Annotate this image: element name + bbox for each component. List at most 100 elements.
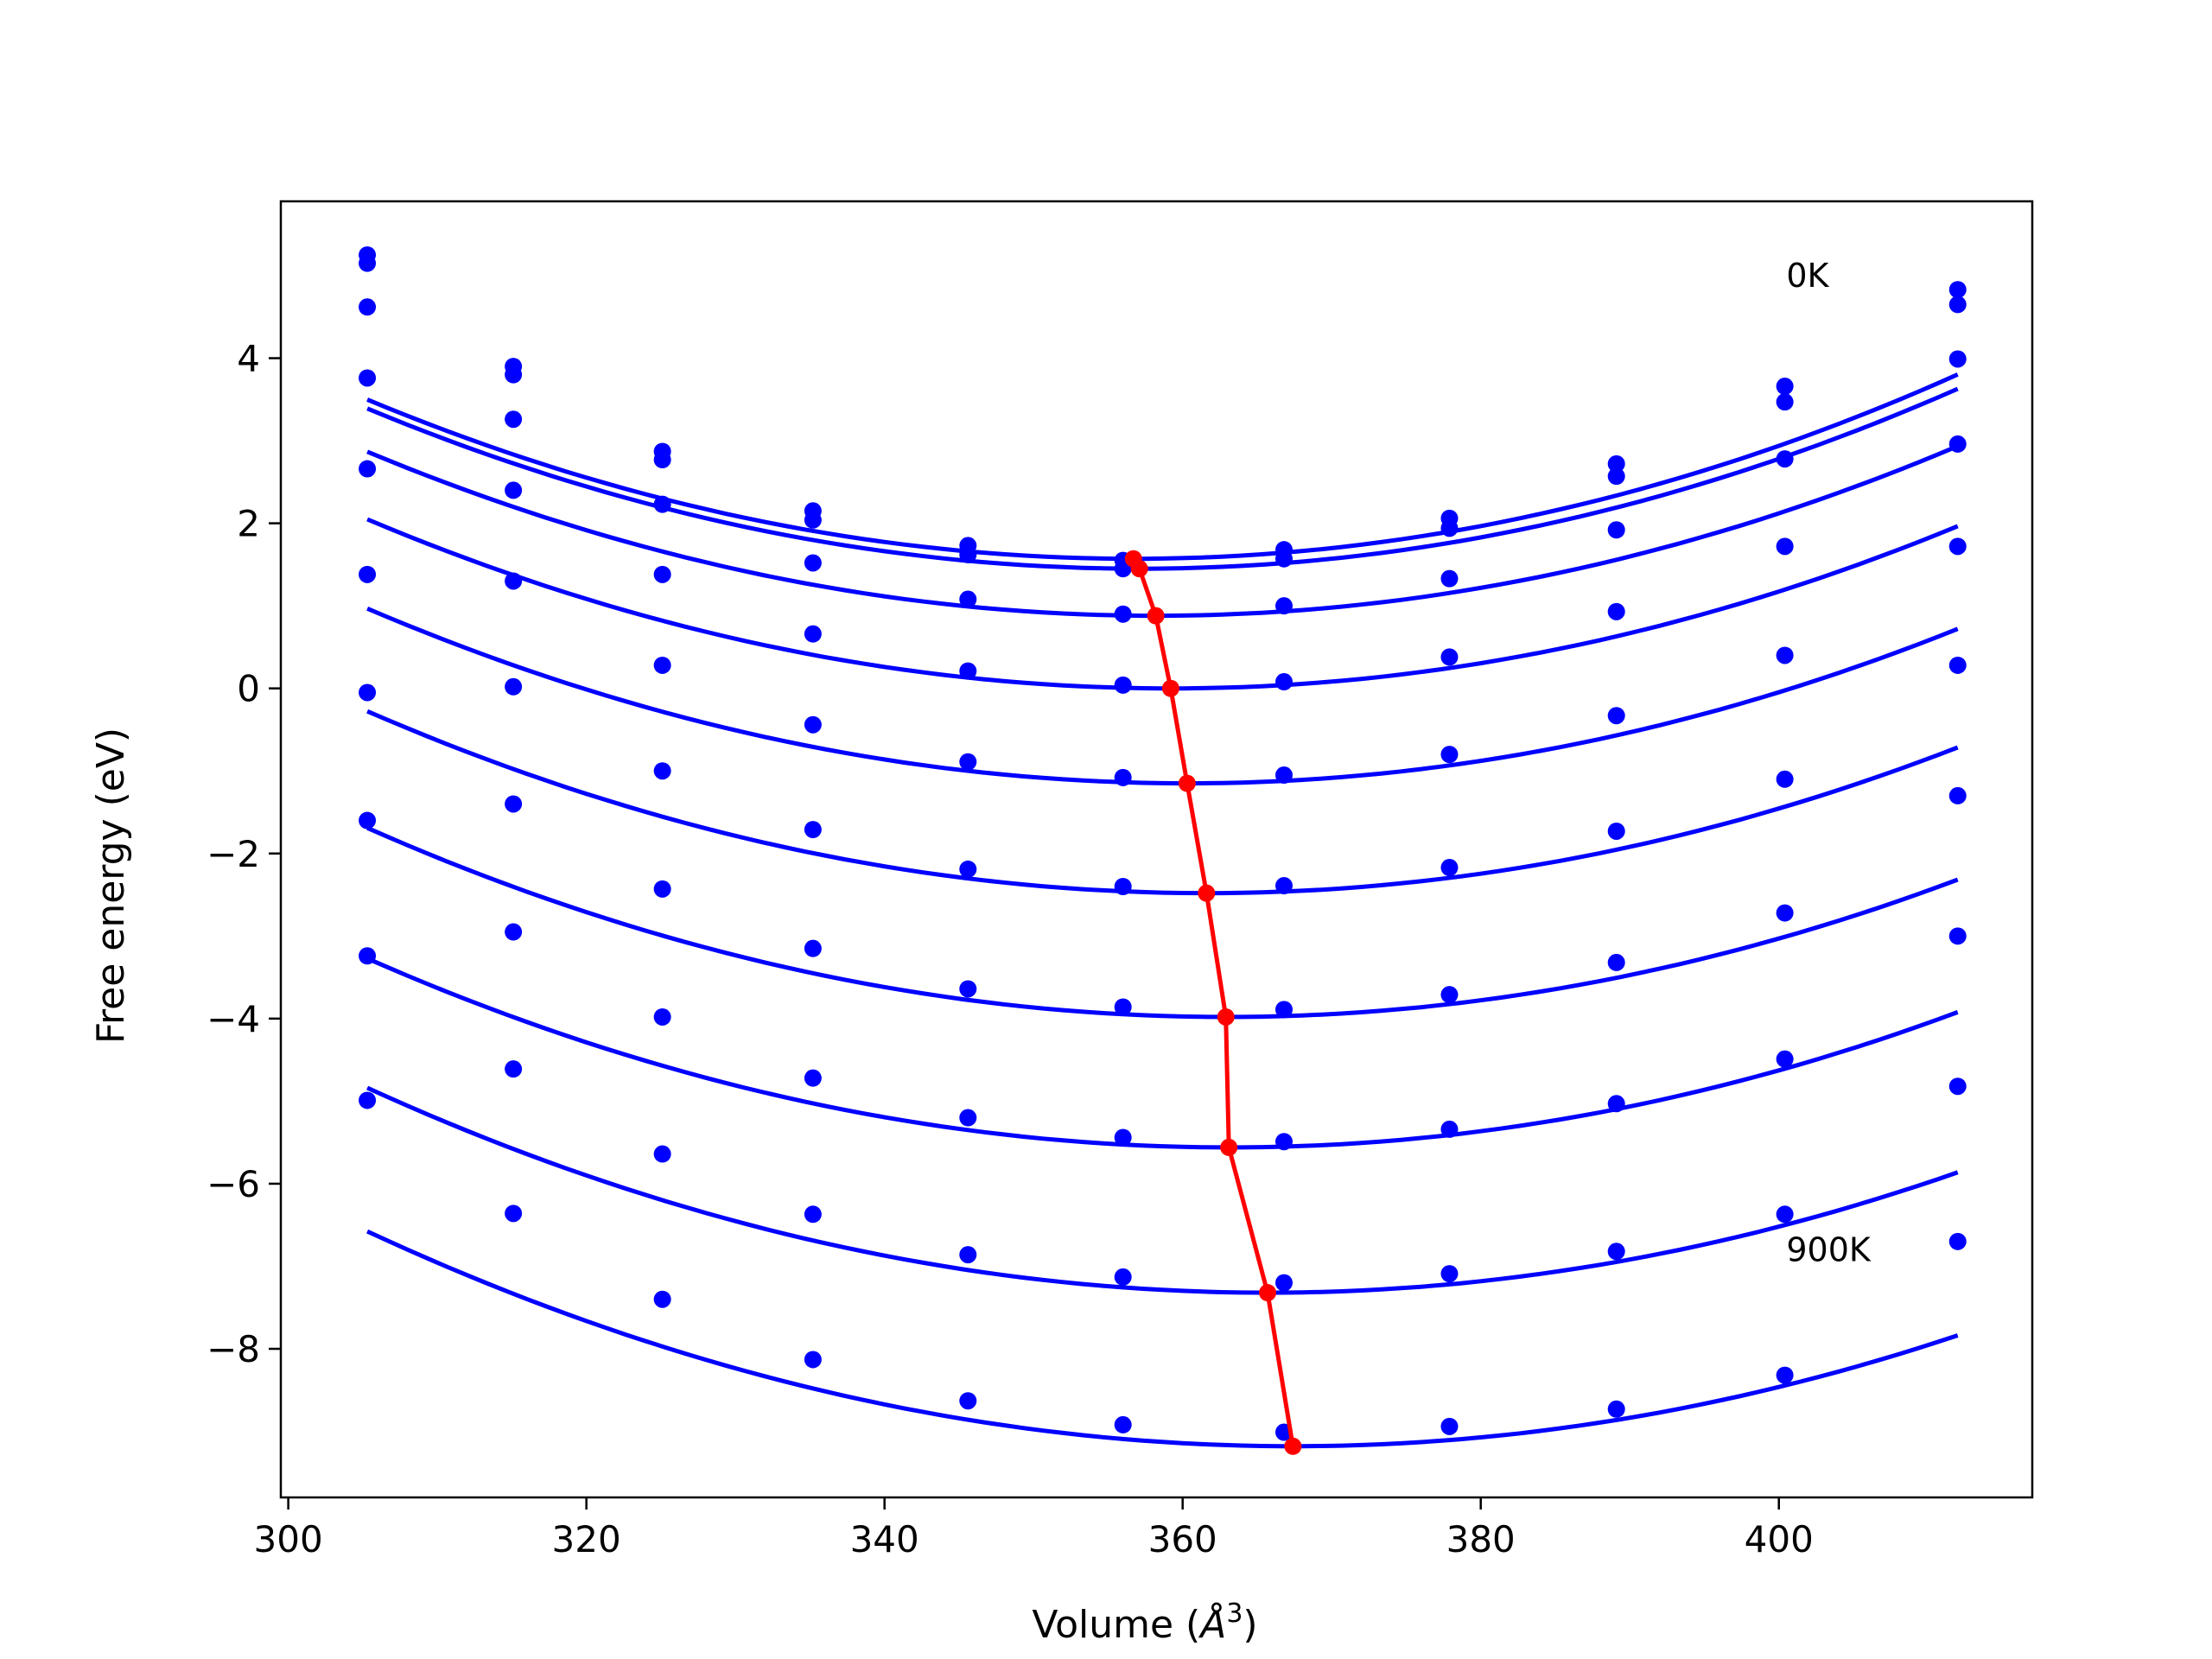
- x-axis-label-suffix: ): [1243, 1603, 1257, 1647]
- x-axis-label-exponent: 3: [1226, 1599, 1243, 1629]
- data-point-7-10: [1776, 904, 1794, 922]
- data-point-10-1: [359, 1091, 377, 1109]
- x-tick-label-400: 400: [1745, 1518, 1814, 1560]
- data-point-9-4: [804, 1205, 822, 1224]
- fit-curve-5: [366, 606, 1959, 786]
- axes-frame: [279, 200, 2034, 1499]
- data-point-4-2: [505, 481, 523, 499]
- fit-curve-6: [366, 709, 1959, 896]
- x-axis-label-prefix: Volume (: [1032, 1603, 1200, 1647]
- data-point-2-3: [653, 451, 671, 469]
- data-point-8-2: [505, 923, 523, 941]
- data-point-5-8: [1440, 746, 1459, 764]
- data-point-5-10: [1776, 646, 1794, 664]
- data-point-9-9: [1607, 1243, 1625, 1261]
- y-tick-label--4: −4: [207, 998, 260, 1040]
- data-point-4-6: [1114, 676, 1132, 694]
- data-point-2-7: [1274, 550, 1293, 568]
- data-point-6-1: [359, 565, 377, 583]
- minima-line: [1131, 557, 1295, 1447]
- annotation-1: 0K: [1786, 257, 1829, 295]
- data-point-3-8: [1440, 569, 1459, 588]
- x-tick-label-340: 340: [850, 1518, 919, 1560]
- data-point-5-2: [505, 572, 523, 590]
- data-point-8-3: [653, 1007, 671, 1026]
- data-point-4-8: [1440, 648, 1459, 666]
- plot-content: [359, 246, 1967, 1455]
- data-point-7-5: [959, 980, 977, 998]
- data-point-7-3: [653, 880, 671, 898]
- data-point-1-11: [1948, 281, 1967, 299]
- y-tick-label--8: −8: [207, 1328, 260, 1370]
- data-point-7-1: [359, 683, 377, 702]
- data-point-6-9: [1607, 822, 1625, 840]
- y-tick-label--6: −6: [207, 1163, 260, 1205]
- data-point-3-9: [1607, 521, 1625, 539]
- minimum-point-6: [1198, 884, 1216, 902]
- data-point-10-8: [1440, 1417, 1459, 1435]
- data-point-9-3: [653, 1145, 671, 1163]
- x-axis-label: Volume (Å3): [1032, 1599, 1257, 1647]
- x-tick-label-320: 320: [552, 1518, 621, 1560]
- data-point-1-10: [1776, 378, 1794, 396]
- data-point-10-2: [505, 1205, 523, 1223]
- data-point-5-11: [1948, 537, 1967, 556]
- data-point-6-4: [804, 821, 822, 839]
- data-point-10-9: [1607, 1400, 1625, 1418]
- fit-curve-10: [366, 1229, 1959, 1449]
- data-point-10-6: [1114, 1415, 1132, 1433]
- data-point-2-8: [1440, 519, 1459, 537]
- axes: 300 320 340 360 380 400 −8 −6 −4 −2 0 2 4: [207, 200, 2034, 1560]
- fit-curve-9: [366, 1085, 1959, 1295]
- data-point-2-9: [1607, 467, 1625, 486]
- data-point-6-7: [1274, 877, 1293, 895]
- annotation-2: 900K: [1786, 1230, 1872, 1268]
- minimum-point-4: [1161, 679, 1179, 697]
- data-point-4-4: [804, 625, 822, 643]
- data-point-4-5: [959, 662, 977, 680]
- y-tick-label-0: 0: [237, 668, 260, 710]
- data-point-9-2: [505, 1060, 523, 1078]
- x-axis-label-symbol: Å: [1198, 1601, 1226, 1647]
- minimum-point-9: [1259, 1284, 1277, 1302]
- y-tick-label-4: 4: [237, 338, 260, 380]
- data-point-5-5: [959, 753, 977, 771]
- data-point-2-5: [959, 545, 977, 563]
- y-tick-label-2: 2: [237, 503, 260, 545]
- data-point-6-5: [959, 860, 977, 878]
- data-point-9-7: [1274, 1274, 1293, 1292]
- data-point-4-10: [1776, 537, 1794, 556]
- data-point-3-10: [1776, 450, 1794, 468]
- data-point-5-6: [1114, 768, 1132, 786]
- data-point-10-4: [804, 1351, 822, 1369]
- data-point-5-4: [804, 715, 822, 734]
- data-point-2-11: [1948, 296, 1967, 314]
- data-point-2-1: [359, 254, 377, 272]
- data-point-8-4: [804, 1069, 822, 1087]
- fit-curve-8: [366, 957, 1959, 1150]
- data-point-7-6: [1114, 998, 1132, 1016]
- minimum-point-3: [1147, 607, 1165, 625]
- data-point-5-3: [653, 656, 671, 674]
- data-point-2-10: [1776, 393, 1794, 411]
- x-tick-label-300: 300: [254, 1518, 323, 1560]
- y-axis-label: Free energy (eV): [89, 728, 133, 1044]
- data-point-3-11: [1948, 350, 1967, 368]
- data-point-6-6: [1114, 877, 1132, 895]
- minimum-point-5: [1178, 774, 1196, 792]
- data-point-9-11: [1948, 1077, 1967, 1096]
- data-point-3-5: [959, 590, 977, 608]
- data-point-6-10: [1776, 770, 1794, 788]
- data-point-8-1: [359, 811, 377, 830]
- data-point-9-6: [1114, 1268, 1132, 1286]
- data-point-7-8: [1440, 986, 1459, 1004]
- data-point-4-1: [359, 369, 377, 387]
- data-point-3-2: [505, 410, 523, 429]
- data-point-3-6: [1114, 605, 1132, 623]
- data-point-10-5: [959, 1392, 977, 1410]
- fit-curve-2: [366, 386, 1959, 571]
- data-point-6-11: [1948, 656, 1967, 674]
- data-point-3-1: [359, 298, 377, 316]
- data-point-7-7: [1274, 1001, 1293, 1019]
